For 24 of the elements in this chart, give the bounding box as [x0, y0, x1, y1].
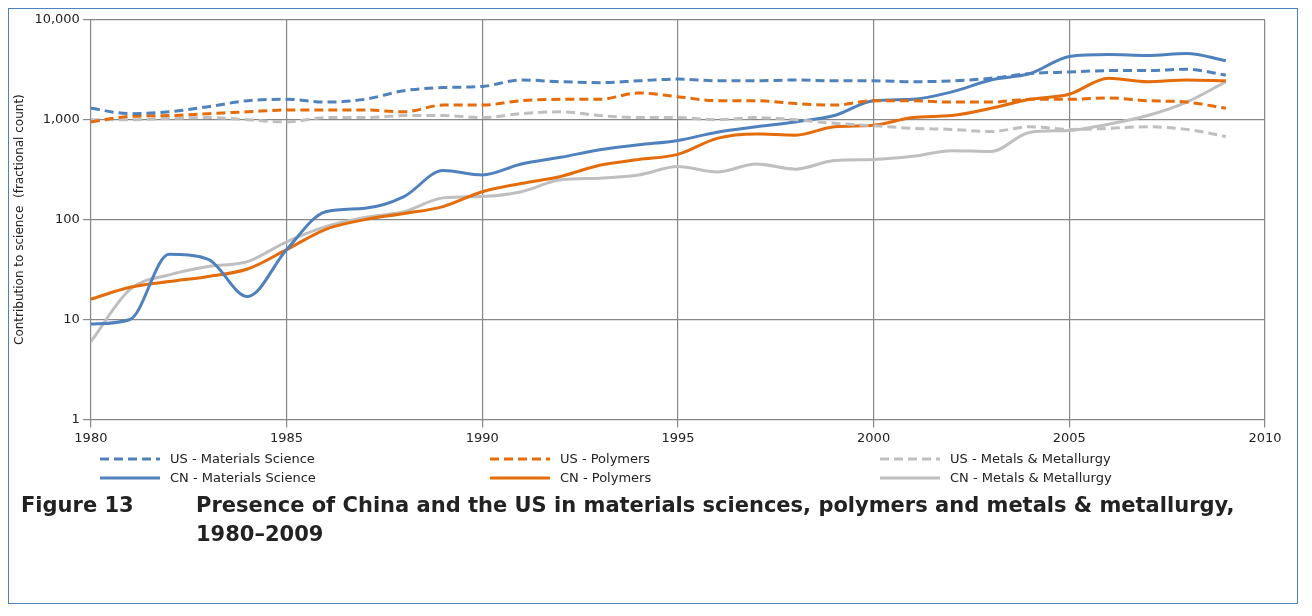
text: Presence of China and the US in materials sciences, polymers and metals & metallurgy, 1980–2009	[196, 492, 1236, 549]
x-tick-label: 2000	[857, 429, 891, 445]
y-tick-label: 10,000	[34, 11, 80, 27]
x-tick-label: 1990	[465, 429, 499, 445]
y-tick-label: 100	[55, 210, 80, 226]
line-series	[90, 51, 1228, 326]
legend-label: US - Materials Science	[170, 451, 315, 466]
y-axis-title: Contribution to science (fractional count)	[12, 94, 27, 345]
y-tick-label: 1,000	[42, 111, 80, 127]
legend-label: US - Metals & Metallurgy	[950, 451, 1111, 466]
legend-label: US - Polymers	[560, 451, 651, 466]
x-tick-label: 1980	[74, 429, 108, 445]
legend-label: CN - Polymers	[560, 470, 652, 485]
x-tick-label: 1985	[270, 429, 304, 445]
x-tick-label: 2005	[1052, 429, 1086, 445]
caption: Figure 13	[21, 492, 135, 519]
line-series	[90, 76, 1228, 301]
y-tick-label: 10	[63, 310, 80, 326]
x-tick-label: 2010	[1248, 429, 1282, 445]
legend-label: CN - Metals & Metallurgy	[950, 470, 1112, 485]
legend-label: CN - Materials Science	[170, 470, 316, 485]
y-tick-label: 1	[71, 410, 80, 426]
x-tick-label: 1995	[661, 429, 695, 445]
line-series	[90, 80, 1228, 344]
